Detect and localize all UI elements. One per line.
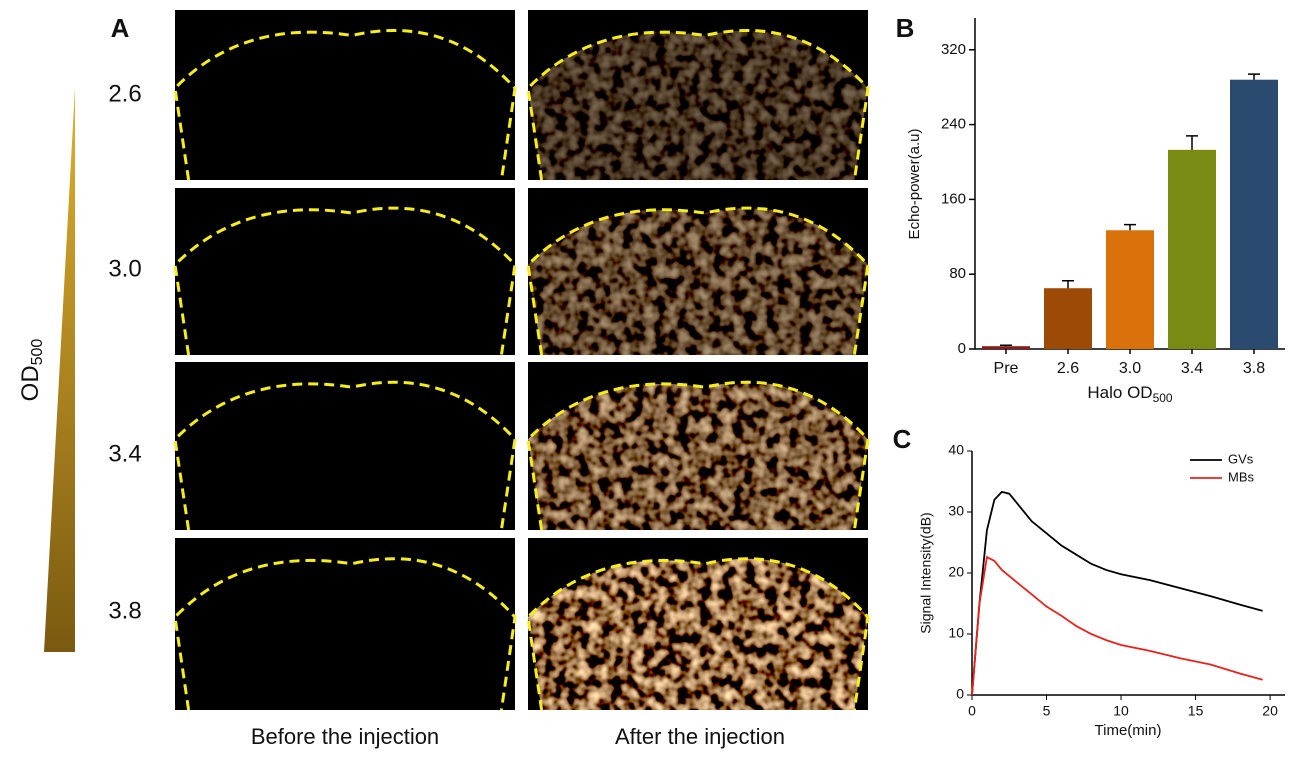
error-bar: [1062, 279, 1074, 289]
x-tick-label: 0: [968, 703, 976, 719]
ultrasound-images: [173, 10, 870, 711]
y-tick-label: 10: [948, 625, 964, 641]
error-bar: [1000, 344, 1012, 347]
panel-label: C: [893, 424, 912, 454]
x-tick-label: Pre: [994, 360, 1019, 377]
legend-label: GVs: [1228, 451, 1254, 466]
line-series: [971, 555, 1263, 696]
column-label: Before the injection: [251, 724, 439, 749]
ultrasound-image: [175, 538, 515, 710]
y-tick-label: 20: [948, 564, 964, 580]
bar: [1168, 149, 1216, 349]
error-bar: [1248, 73, 1260, 80]
row-label: 3.8: [108, 597, 141, 624]
line-series: [971, 490, 1263, 696]
speckle: [528, 208, 868, 355]
y-tick-label: 0: [958, 340, 966, 357]
bar: [1106, 230, 1154, 349]
y-tick-label: 30: [948, 503, 964, 519]
bar: [982, 346, 1030, 349]
y-tick-label: 240: [941, 116, 966, 133]
panel-label: A: [111, 13, 130, 43]
speckle: [528, 558, 868, 710]
x-tick-label: 3.8: [1243, 360, 1265, 377]
y-tick-label: 0: [956, 686, 964, 702]
row-label: 2.6: [108, 80, 141, 107]
legend-label: MBs: [1228, 469, 1255, 484]
speckle: [528, 382, 868, 530]
y-axis-label: Echo-power(a.u): [906, 129, 923, 240]
y-tick-label: 40: [948, 442, 964, 458]
y-tick-label: 160: [941, 190, 966, 207]
error-bar: [1186, 135, 1198, 150]
error-bar: [1124, 223, 1136, 231]
ultrasound-image: [175, 188, 515, 355]
x-tick-label: 5: [1043, 703, 1051, 719]
row-label: 3.4: [108, 440, 141, 467]
speckle: [528, 30, 868, 180]
x-tick-label: 10: [1113, 703, 1129, 719]
x-tick-label: 3.0: [1119, 360, 1141, 377]
od-label: OD500: [17, 339, 46, 402]
row-label: 3.0: [108, 255, 141, 282]
column-label: After the injection: [615, 724, 785, 749]
bar: [1044, 288, 1092, 349]
bar: [1230, 79, 1278, 350]
y-tick-label: 80: [949, 265, 966, 282]
od-sub: 500: [29, 339, 46, 366]
x-tick-label: 2.6: [1057, 360, 1079, 377]
y-axis-label: Signal Intensity(dB): [918, 512, 934, 633]
ultrasound-image: [175, 10, 515, 180]
x-tick-label: 3.4: [1181, 360, 1203, 377]
panel-label: B: [896, 13, 915, 43]
x-label-sub: 500: [1153, 391, 1173, 405]
gradient-wedge: [44, 88, 75, 652]
x-tick-label: 20: [1262, 703, 1278, 719]
x-axis-label: Halo OD500: [1087, 383, 1173, 405]
ultrasound-image: [175, 362, 515, 530]
x-label-text: Halo OD: [1087, 383, 1152, 402]
x-axis-label: Time(min): [1095, 722, 1162, 739]
y-tick-label: 320: [941, 41, 966, 58]
od-text: OD: [17, 365, 44, 401]
x-tick-label: 15: [1188, 703, 1204, 719]
